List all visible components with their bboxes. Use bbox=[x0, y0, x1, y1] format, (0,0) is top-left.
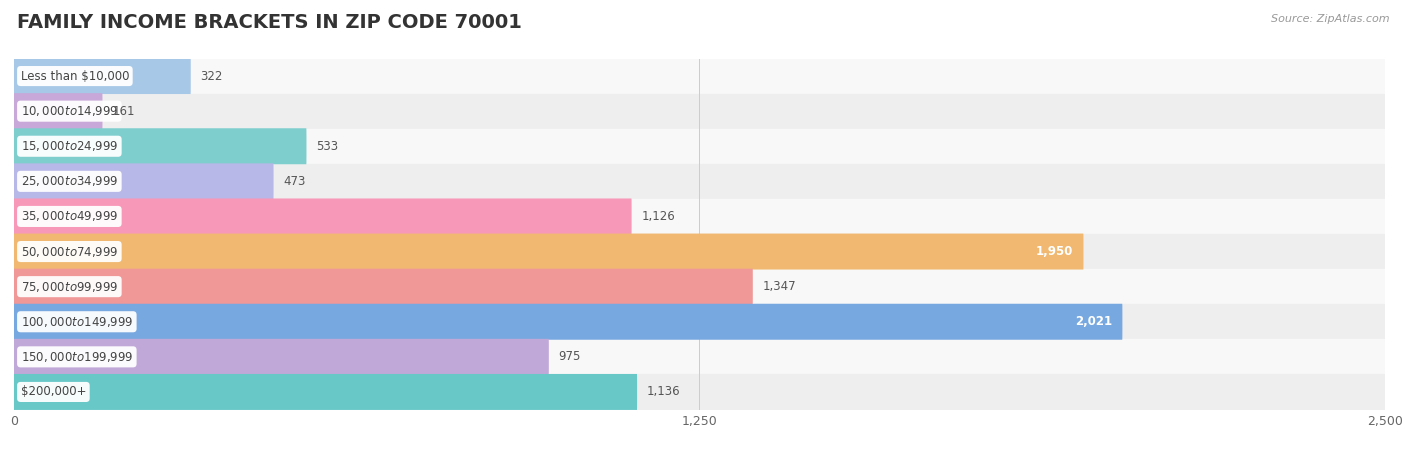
Bar bbox=[14, 304, 1385, 339]
FancyBboxPatch shape bbox=[14, 339, 548, 375]
Text: 975: 975 bbox=[558, 351, 581, 363]
Text: 1,136: 1,136 bbox=[647, 386, 681, 398]
Text: $35,000 to $49,999: $35,000 to $49,999 bbox=[21, 209, 118, 224]
FancyBboxPatch shape bbox=[14, 198, 631, 234]
Bar bbox=[14, 374, 1385, 410]
Text: 1,347: 1,347 bbox=[762, 280, 796, 293]
Text: Less than $10,000: Less than $10,000 bbox=[21, 70, 129, 82]
Text: FAMILY INCOME BRACKETS IN ZIP CODE 70001: FAMILY INCOME BRACKETS IN ZIP CODE 70001 bbox=[17, 14, 522, 32]
Text: $10,000 to $14,999: $10,000 to $14,999 bbox=[21, 104, 118, 118]
Bar bbox=[14, 269, 1385, 304]
Text: $100,000 to $149,999: $100,000 to $149,999 bbox=[21, 315, 134, 329]
Text: $50,000 to $74,999: $50,000 to $74,999 bbox=[21, 244, 118, 259]
Bar bbox=[14, 129, 1385, 164]
Text: $15,000 to $24,999: $15,000 to $24,999 bbox=[21, 139, 118, 153]
Bar bbox=[14, 58, 1385, 94]
Text: 161: 161 bbox=[112, 105, 135, 117]
Text: $75,000 to $99,999: $75,000 to $99,999 bbox=[21, 279, 118, 294]
Text: 1,126: 1,126 bbox=[641, 210, 675, 223]
Text: 1,950: 1,950 bbox=[1036, 245, 1073, 258]
Text: 322: 322 bbox=[201, 70, 224, 82]
Text: 2,021: 2,021 bbox=[1076, 315, 1112, 328]
FancyBboxPatch shape bbox=[14, 128, 307, 164]
Text: 533: 533 bbox=[316, 140, 339, 153]
Text: 473: 473 bbox=[283, 175, 305, 188]
FancyBboxPatch shape bbox=[14, 93, 103, 129]
FancyBboxPatch shape bbox=[14, 163, 274, 199]
FancyBboxPatch shape bbox=[14, 58, 191, 94]
FancyBboxPatch shape bbox=[14, 374, 637, 410]
Text: $25,000 to $34,999: $25,000 to $34,999 bbox=[21, 174, 118, 189]
Text: Source: ZipAtlas.com: Source: ZipAtlas.com bbox=[1271, 14, 1389, 23]
Bar bbox=[14, 94, 1385, 129]
Bar bbox=[14, 164, 1385, 199]
Bar bbox=[14, 339, 1385, 374]
FancyBboxPatch shape bbox=[14, 304, 1122, 340]
Bar bbox=[14, 199, 1385, 234]
Text: $200,000+: $200,000+ bbox=[21, 386, 86, 398]
Text: $150,000 to $199,999: $150,000 to $199,999 bbox=[21, 350, 134, 364]
FancyBboxPatch shape bbox=[14, 269, 752, 305]
Bar bbox=[14, 234, 1385, 269]
FancyBboxPatch shape bbox=[14, 234, 1084, 270]
